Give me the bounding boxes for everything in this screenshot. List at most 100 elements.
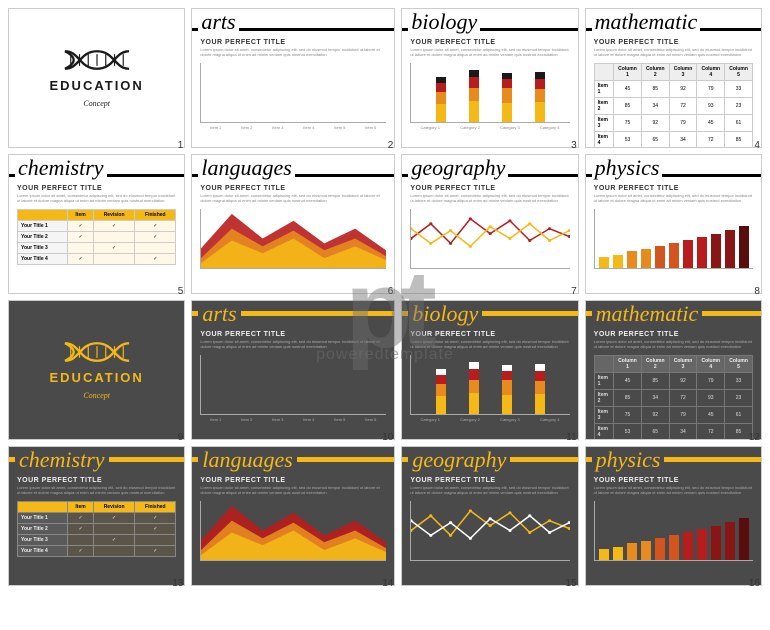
x-label: Item 6 [365, 417, 376, 422]
th: Column 2 [641, 356, 669, 373]
title-band: mathematic [586, 301, 761, 327]
bar-stack [436, 369, 446, 414]
slide-thumbnail[interactable]: biology YOUR PERFECT TITLE Lorem ipsum d… [401, 8, 578, 148]
th: Column 5 [725, 64, 753, 81]
stack-seg [535, 89, 545, 102]
td: ✓ [93, 243, 134, 254]
x-label: Category 2 [460, 125, 480, 130]
slide-subtitle: YOUR PERFECT TITLE [192, 35, 394, 47]
title-band: geography [402, 447, 577, 473]
concept-cover: EDUCATION Concept [9, 301, 184, 439]
slide-subtitle: YOUR PERFECT TITLE [402, 181, 577, 193]
slide-number: 2 [388, 140, 394, 151]
slide-thumbnail[interactable]: EDUCATION Concept [8, 300, 185, 440]
column-bar [655, 538, 665, 560]
td: 72 [669, 390, 697, 407]
slide-subtitle: YOUR PERFECT TITLE [192, 327, 394, 339]
slide-thumbnail[interactable]: arts YOUR PERFECT TITLE Lorem ipsum dolo… [191, 8, 395, 148]
column-bar [683, 240, 693, 268]
td: ✓ [135, 513, 176, 524]
slide-subtitle: YOUR PERFECT TITLE [9, 181, 184, 193]
column-bar [655, 246, 665, 268]
slide-thumbnail[interactable]: physics YOUR PERFECT TITLE Lorem ipsum d… [585, 446, 762, 586]
slide-thumbnail[interactable]: chemistry YOUR PERFECT TITLE Lorem ipsum… [8, 446, 185, 586]
x-label: Category 1 [420, 417, 440, 422]
td: 72 [697, 132, 725, 149]
x-label: Item 1 [210, 125, 221, 130]
line-point [449, 242, 452, 245]
slide-thumbnail[interactable]: chemistry YOUR PERFECT TITLE Lorem ipsum… [8, 154, 185, 294]
column-bar [613, 255, 623, 268]
slide-thumbnail[interactable]: EDUCATION Concept [8, 8, 185, 148]
td: 72 [669, 98, 697, 115]
column-bar [669, 535, 679, 560]
stack-seg [469, 393, 479, 414]
td: 85 [641, 81, 669, 98]
stack-seg [535, 102, 545, 122]
td: ✓ [68, 524, 94, 535]
td: 79 [669, 115, 697, 132]
slide-lorem: Lorem ipsum dolor sit amet, consectetur … [402, 485, 577, 499]
line-series [411, 219, 569, 244]
concept-subtitle: Concept [83, 391, 110, 400]
slide-word: chemistry [15, 155, 107, 181]
slide-thumbnail[interactable]: arts YOUR PERFECT TITLE Lorem ipsum dolo… [191, 300, 395, 440]
stack-seg [502, 79, 512, 87]
stack-seg [436, 384, 446, 396]
th [594, 356, 613, 373]
bar-stack [535, 72, 545, 122]
line-point [489, 225, 492, 228]
slide-subtitle: YOUR PERFECT TITLE [402, 35, 577, 47]
stack-seg [436, 92, 446, 104]
td: 92 [641, 407, 669, 424]
x-label: Item 1 [210, 417, 221, 422]
dna-icon [62, 48, 132, 72]
slide-subtitle: YOUR PERFECT TITLE [192, 181, 394, 193]
slide-word: chemistry [15, 447, 109, 473]
slide-thumbnail[interactable]: mathematic YOUR PERFECT TITLE Lorem ipsu… [585, 300, 762, 440]
td: 45 [614, 373, 642, 390]
line-point [548, 531, 551, 534]
slide-thumbnail[interactable]: physics YOUR PERFECT TITLE Lorem ipsum d… [585, 154, 762, 294]
slide-word: physics [592, 155, 663, 181]
line-point [489, 232, 492, 235]
slide-thumbnail[interactable]: geography YOUR PERFECT TITLE Lorem ipsum… [401, 154, 578, 294]
slide-thumbnail[interactable]: mathematic YOUR PERFECT TITLE Lorem ipsu… [585, 8, 762, 148]
slide-subtitle: YOUR PERFECT TITLE [586, 35, 761, 47]
area-chart [192, 207, 394, 282]
column-bar [627, 251, 637, 268]
slide-thumbnail[interactable]: biology YOUR PERFECT TITLE Lorem ipsum d… [401, 300, 578, 440]
title-band: physics [586, 447, 761, 473]
slide-grid: EDUCATION Concept 1 arts YOUR PERFECT TI… [0, 0, 770, 594]
grouped-bar-chart: Item 1Item 2Item 3Item 4Item 5Item 6 [192, 353, 394, 428]
title-band: chemistry [9, 447, 184, 473]
slide-thumbnail[interactable]: geography YOUR PERFECT TITLE Lorem ipsum… [401, 446, 578, 586]
td: Your Title 3 [18, 535, 68, 546]
slide-word: mathematic [592, 9, 701, 35]
th: Finished [135, 502, 176, 513]
title-band: arts [192, 9, 394, 35]
td [135, 535, 176, 546]
slide-thumbnail[interactable]: languages YOUR PERFECT TITLE Lorem ipsum… [191, 446, 395, 586]
td: 65 [641, 132, 669, 149]
title-band: geography [402, 155, 577, 181]
data-table: Column 1Column 2Column 3Column 4Column 5… [586, 353, 761, 428]
line-point [469, 509, 472, 512]
th: Column 1 [614, 64, 642, 81]
td: ✓ [135, 221, 176, 232]
td: Item 1 [594, 373, 613, 390]
td: ✓ [135, 254, 176, 265]
stack-seg [502, 365, 512, 372]
slide-thumbnail[interactable]: languages YOUR PERFECT TITLE Lorem ipsum… [191, 154, 395, 294]
slide-word: arts [198, 301, 240, 327]
title-band: arts [192, 301, 394, 327]
stack-seg [469, 88, 479, 101]
slide-number: 6 [388, 286, 394, 297]
title-band: languages [192, 155, 394, 181]
td: ✓ [68, 546, 94, 557]
slide-subtitle: YOUR PERFECT TITLE [586, 181, 761, 193]
td: 33 [725, 81, 753, 98]
td: ✓ [135, 232, 176, 243]
stack-seg [469, 101, 479, 122]
td: 75 [614, 115, 642, 132]
